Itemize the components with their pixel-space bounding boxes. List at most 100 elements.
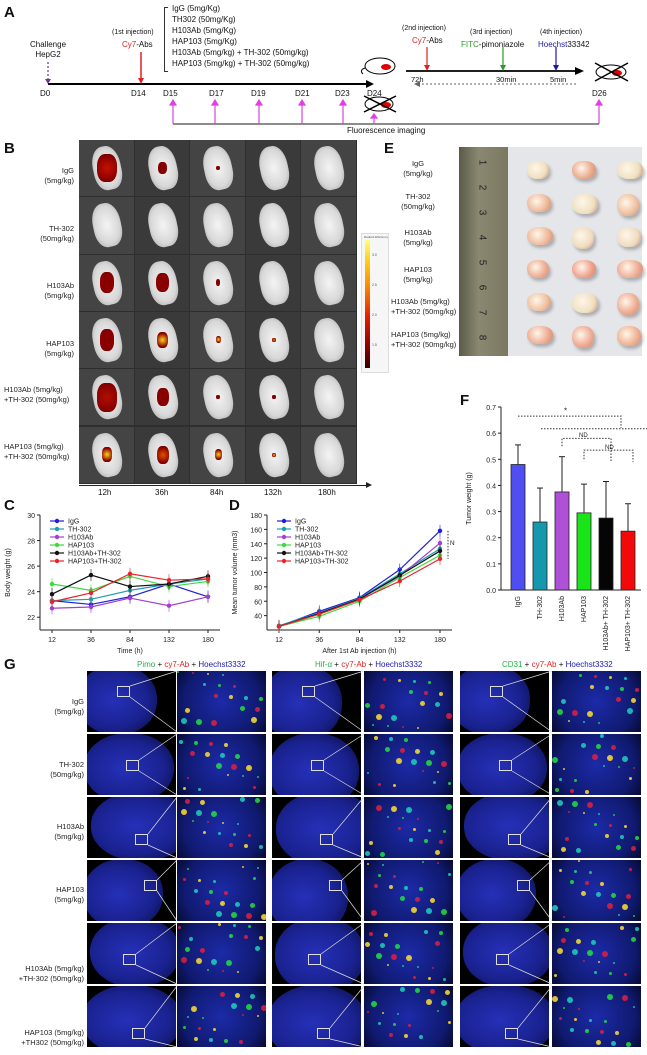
ruler-mark: 3	[476, 209, 488, 216]
svg-text:80: 80	[254, 585, 262, 592]
challenge-label: Challenge HepG2	[30, 40, 66, 60]
ivis-mouse-image	[245, 311, 301, 369]
svg-text:160: 160	[250, 527, 262, 534]
zoom-region-box	[126, 760, 139, 771]
tumor-sample	[617, 260, 643, 278]
panel-label-g: G	[4, 656, 16, 673]
svg-text:36: 36	[87, 637, 95, 644]
ivis-mouse-image	[301, 197, 356, 254]
fourth-injection-label: (4th injection)	[540, 29, 583, 36]
timepoint-label: 36h	[155, 488, 169, 497]
panel-label-b: B	[4, 140, 15, 157]
svg-text:0.7: 0.7	[486, 405, 496, 412]
svg-text:0.0: 0.0	[486, 588, 496, 595]
svg-text:132: 132	[394, 637, 406, 644]
fitc-text: FITC	[461, 40, 479, 49]
if-zoomed-image	[177, 797, 266, 858]
tumor-photo: 1 2 3 4 5 6 7 8	[459, 147, 643, 356]
cy7-text: Cy7	[412, 36, 427, 45]
timeline-diagram: D0 D14 D15 D17 D19 D21 D23 D24 D26 72h 3…	[40, 47, 629, 125]
ivis-mouse-image	[190, 369, 245, 426]
svg-text:72h: 72h	[411, 75, 424, 84]
row-label: HAP103 (5mg/kg) +TH-302 (50mg/kg)	[4, 442, 70, 461]
radiant-efficiency-scale: Radiant Efficiency 3.0 2.5 2.0 1.5	[361, 233, 389, 373]
svg-text:ND: ND	[605, 445, 614, 451]
tumor-sample	[527, 326, 553, 344]
ivis-mouse-image	[79, 197, 134, 254]
row-label: HAP103 (5mg/kg)	[54, 885, 84, 904]
svg-text:26: 26	[27, 564, 35, 571]
second-injection-label: (2nd injection)	[402, 25, 446, 32]
time-axis	[79, 485, 369, 486]
row-label: IgG (5mg/kg)	[403, 159, 433, 178]
if-overview-image	[87, 986, 176, 1047]
pimonidazole-text: -pimoniazole	[478, 40, 525, 49]
svg-text:ND: ND	[579, 433, 588, 439]
tumor-sample	[617, 326, 641, 346]
zoom-region-box	[517, 880, 530, 891]
ivis-mouse-image	[190, 197, 245, 254]
svg-text:D19: D19	[251, 89, 266, 98]
svg-text:After 1st Ab injection (h): After 1st Ab injection (h)	[322, 648, 396, 655]
ivis-mouse-image	[134, 311, 190, 369]
zoom-region-box	[329, 880, 342, 891]
zoom-region-box	[496, 954, 509, 965]
row-label: H103Ab (5mg/kg) +TH-302 (50mg/kg)	[18, 964, 84, 983]
ruler-mark: 7	[476, 309, 488, 316]
ivis-mouse-image	[190, 311, 245, 369]
zoom-region-box	[117, 686, 130, 697]
svg-text:IgG: IgG	[295, 519, 306, 526]
if-zoomed-image	[364, 986, 453, 1047]
if-zoomed-image	[552, 671, 641, 732]
colorbar-ticks: 3.0 2.5 2.0 1.5	[372, 253, 377, 347]
svg-text:120: 120	[250, 556, 262, 563]
ivis-mouse-image	[301, 426, 356, 483]
svg-text:60: 60	[254, 599, 262, 606]
ivis-mouse-image	[245, 369, 301, 426]
ivis-mouse-image	[245, 254, 301, 311]
if-overview-image	[87, 671, 176, 732]
svg-text:28: 28	[27, 539, 35, 546]
ivis-mouse-image	[134, 369, 190, 426]
svg-text:5min: 5min	[550, 75, 566, 84]
svg-text:30min: 30min	[496, 75, 516, 84]
if-overview-image	[460, 923, 549, 984]
svg-text:IgG: IgG	[515, 596, 522, 607]
zoom-region-box	[490, 686, 503, 697]
zoom-region-box	[499, 760, 512, 771]
svg-text:100: 100	[250, 571, 262, 578]
if-zoomed-image	[177, 860, 266, 921]
if-overview-image	[460, 986, 549, 1047]
if-overview-image	[272, 671, 361, 732]
svg-text:H103Ab+ TH-302: H103Ab+ TH-302	[603, 596, 610, 651]
zoom-region-box	[508, 834, 521, 845]
ivis-mouse-image	[190, 426, 245, 483]
if-zoomed-image	[552, 734, 641, 795]
zoom-region-box	[135, 834, 148, 845]
ivis-mouse-image	[190, 140, 245, 197]
svg-text:Mean tumor volume (mm3): Mean tumor volume (mm3)	[232, 530, 239, 614]
timepoint-label: 180h	[318, 488, 336, 497]
if-overview-image	[87, 860, 176, 921]
group-bracket	[164, 7, 168, 72]
tumor-sample	[527, 260, 549, 278]
scale-title: Radiant Efficiency	[364, 235, 388, 239]
tumor-sample	[527, 194, 551, 212]
ivis-mouse-image	[79, 426, 134, 483]
second-injection-agent: Cy7-Abs	[412, 36, 443, 45]
tumor-weight-chart: 0.0 0.1 0.2 0.3 0.4 0.5 0.6 0.7 Tumor weight (g)…	[466, 405, 647, 651]
if-zoomed-image	[364, 860, 453, 921]
tumor-sample	[572, 194, 598, 214]
row-label: H103Ab (5mg/kg) +TH-302 (50mg/kg)	[4, 385, 70, 404]
svg-text:180: 180	[434, 637, 446, 644]
row-label: IgG (5mg/kg)	[44, 166, 74, 185]
if-overview-image	[272, 986, 361, 1047]
abs-text: -Abs	[136, 40, 153, 49]
if-zoomed-image	[177, 986, 266, 1047]
tumor-sample	[527, 293, 551, 311]
zoom-region-box	[317, 1028, 330, 1039]
row-label: HAP103 (5mg/kg)	[44, 339, 74, 358]
if-overview-image	[272, 923, 361, 984]
svg-text:0.4: 0.4	[486, 483, 496, 490]
svg-text:0.6: 0.6	[486, 431, 496, 438]
